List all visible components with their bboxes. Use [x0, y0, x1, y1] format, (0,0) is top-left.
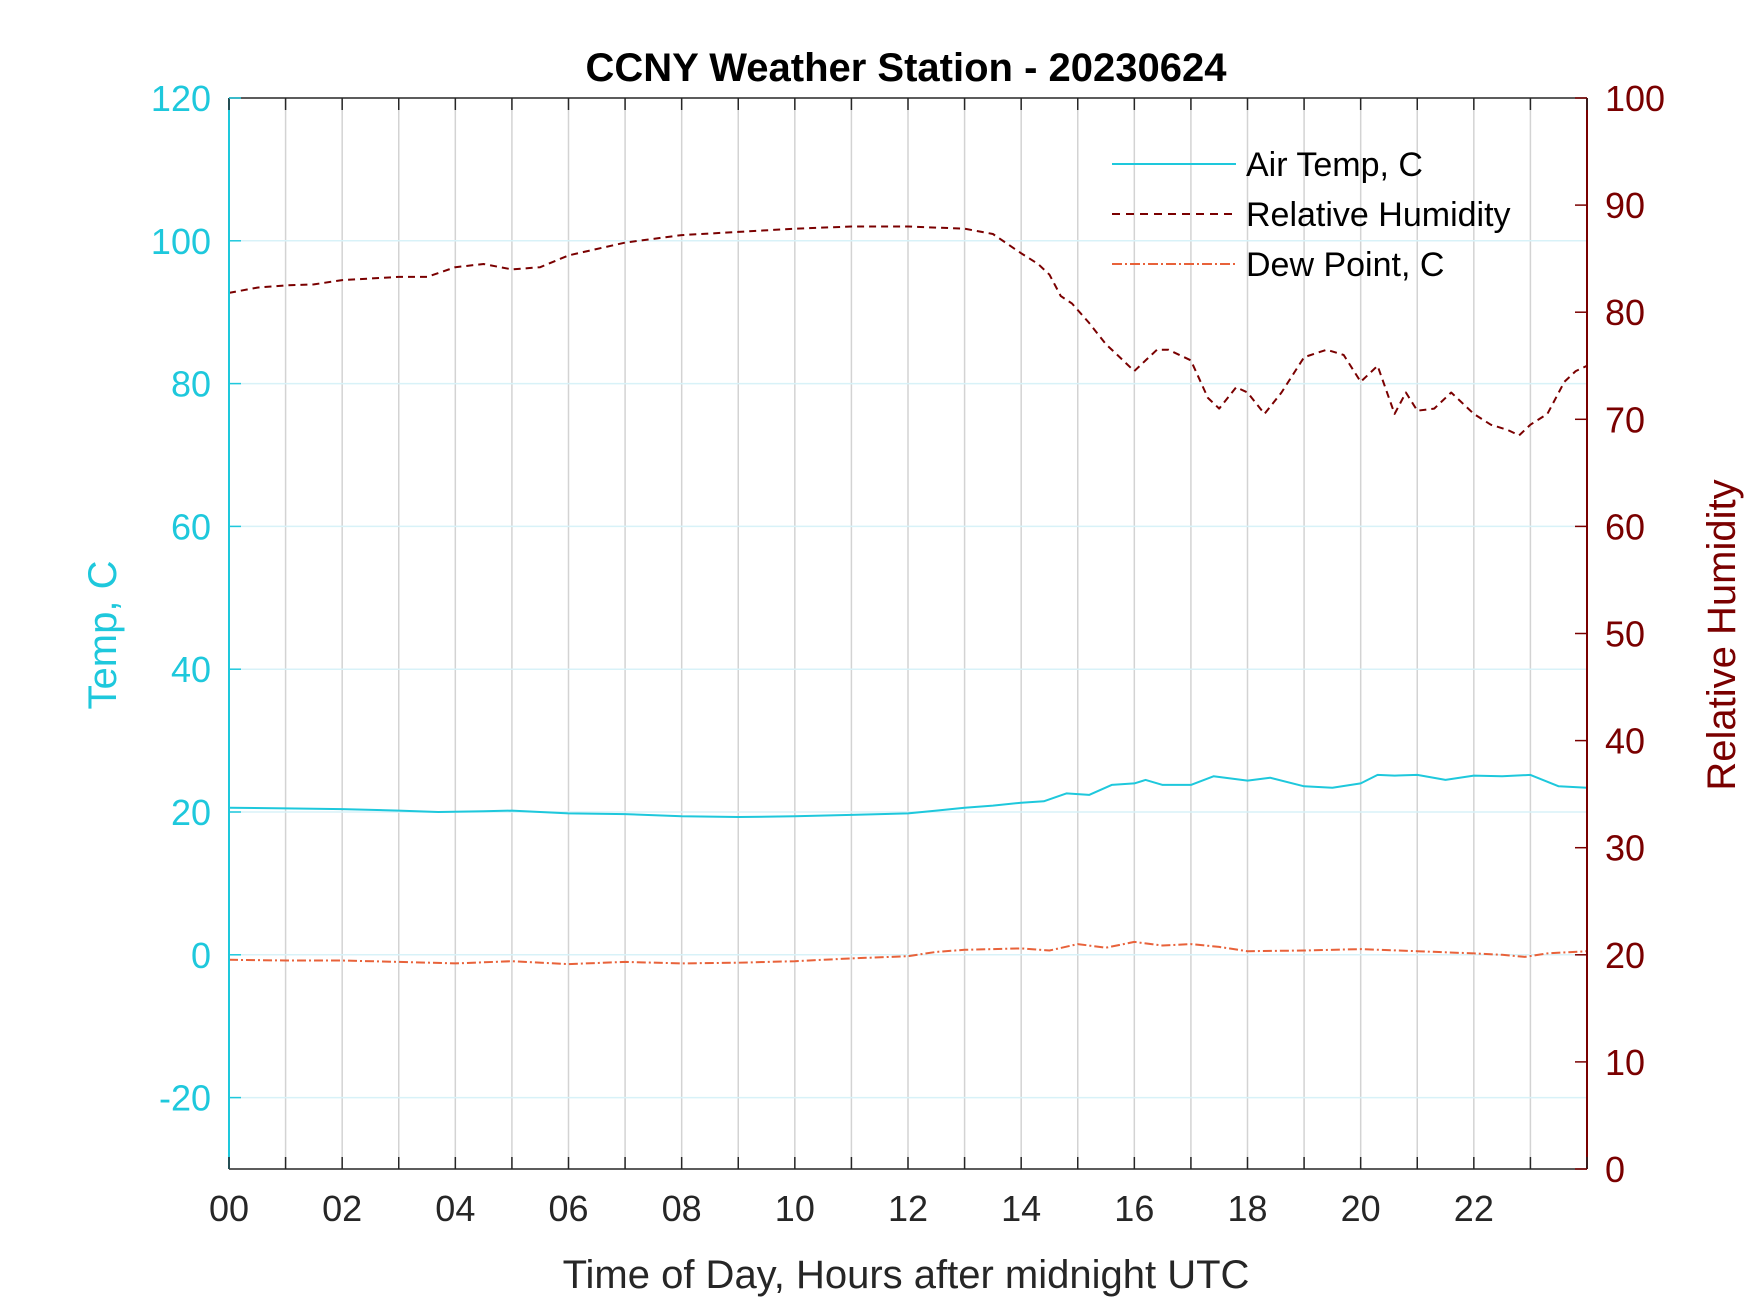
x-tick-label: 10 — [775, 1188, 815, 1229]
x-tick-label: 12 — [888, 1188, 928, 1229]
series-lines — [228, 225, 1588, 966]
y-right-tick-label: 60 — [1605, 506, 1645, 547]
series-line-air-temp — [228, 773, 1588, 818]
y-right-tick-label: 90 — [1605, 185, 1645, 226]
y-left-tick-label: 80 — [171, 364, 211, 405]
y-right-tick-label: 0 — [1605, 1149, 1625, 1190]
y-right-tick-label: 40 — [1605, 721, 1645, 762]
legend-label-dew-point: Dew Point, C — [1246, 246, 1444, 284]
y-left-tick-label: 0 — [191, 935, 211, 976]
y-left-tick-label: 40 — [171, 649, 211, 690]
y-right-tick-label: 80 — [1605, 292, 1645, 333]
y-left-tick-label: 120 — [151, 78, 211, 119]
y-right-tick-label: 30 — [1605, 828, 1645, 869]
legend-label-air-temp: Air Temp, C — [1246, 146, 1423, 184]
y-right-tick-label: 50 — [1605, 614, 1645, 655]
y-left-tick-label: 100 — [151, 221, 211, 262]
x-tick-label: 08 — [662, 1188, 702, 1229]
y-right-tick-label: 100 — [1605, 78, 1665, 119]
x-tick-label: 18 — [1227, 1188, 1267, 1229]
x-tick-label: 04 — [435, 1188, 475, 1229]
y-right-tick-label: 10 — [1605, 1042, 1645, 1083]
x-tick-label: 06 — [548, 1188, 588, 1229]
x-tick-label: 20 — [1341, 1188, 1381, 1229]
y-right-tick-label: 70 — [1605, 399, 1645, 440]
series-line-dew-point — [228, 940, 1588, 966]
x-tick-label: 02 — [322, 1188, 362, 1229]
y-axis-left-label: Temp, C — [81, 561, 125, 710]
legend-label-relative-humidity: Relative Humidity — [1246, 196, 1511, 234]
y-left-tick-label: -20 — [159, 1078, 211, 1119]
x-tick-label: 00 — [209, 1188, 249, 1229]
y-axis-right-label: Relative Humidity — [1700, 479, 1744, 790]
x-tick-label: 14 — [1001, 1188, 1041, 1229]
y-left-tick-label: 20 — [171, 792, 211, 833]
legend: Air Temp, C Relative Humidity Dew Point,… — [1112, 146, 1511, 284]
x-axis-label: Time of Day, Hours after midnight UTC — [563, 1253, 1250, 1297]
series-line-relative-humidity — [228, 225, 1588, 437]
chart-title: CCNY Weather Station - 20230624 — [586, 46, 1228, 90]
y-right-tick-label: 20 — [1605, 935, 1645, 976]
x-tick-label: 16 — [1114, 1188, 1154, 1229]
tick-labels: 00 02 04 06 08 10 12 14 16 18 20 22-200204060801001… — [151, 78, 1665, 1229]
y-left-tick-label: 60 — [171, 506, 211, 547]
x-tick-label: 22 — [1454, 1188, 1494, 1229]
axes — [228, 97, 1588, 1170]
